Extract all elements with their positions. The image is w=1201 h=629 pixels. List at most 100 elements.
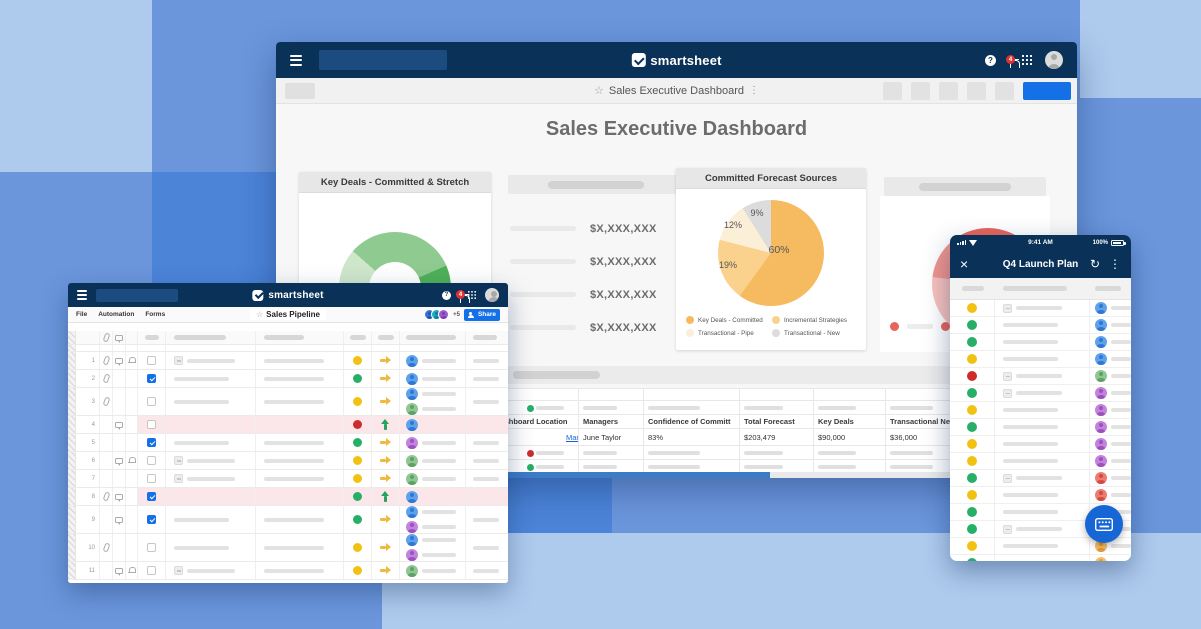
grid-row[interactable]: 3 [68, 388, 508, 416]
toolbar-action-button[interactable] [967, 81, 986, 100]
expand-icon [174, 474, 183, 483]
phone-grid-row[interactable] [950, 538, 1131, 555]
attachment-icon[interactable] [102, 396, 110, 407]
checkbox[interactable] [147, 543, 156, 552]
row-drag-handle[interactable] [68, 506, 76, 533]
phone-grid-row[interactable] [950, 555, 1131, 561]
toolbar-action-button[interactable] [995, 81, 1014, 100]
menu-file[interactable]: File [76, 311, 88, 318]
account-avatar[interactable] [1045, 51, 1063, 69]
column-header[interactable]: Dashboard Location [490, 414, 579, 429]
search-input[interactable] [96, 288, 178, 302]
pie-slice-label: 9% [750, 208, 764, 218]
favorite-star-icon[interactable]: ☆ [593, 85, 604, 97]
comment-icon[interactable] [115, 357, 123, 366]
menu-forms[interactable]: Forms [145, 311, 166, 318]
grid-row[interactable]: 1 [68, 352, 508, 370]
row-drag-handle[interactable] [68, 352, 76, 369]
checkbox[interactable] [147, 515, 156, 524]
checkbox[interactable] [147, 356, 156, 365]
phone-grid-row[interactable] [950, 317, 1131, 334]
toolbar-placeholder-button[interactable] [285, 82, 315, 99]
checkbox[interactable] [147, 492, 156, 501]
phone-grid-row[interactable] [950, 402, 1131, 419]
legend-dot [772, 316, 780, 324]
phone-grid-row[interactable] [950, 487, 1131, 504]
help-icon[interactable]: ? [442, 290, 451, 300]
kebab-menu-icon[interactable]: ⋮ [1109, 257, 1121, 271]
favorite-star-icon[interactable]: ☆ [256, 310, 264, 319]
dashboard-location-link[interactable]: Manager Dashboard [566, 432, 578, 442]
kebab-menu-icon[interactable]: ⋮ [749, 85, 760, 96]
grid-row[interactable]: 11 [68, 562, 508, 580]
grid-row[interactable]: 8 [68, 488, 508, 506]
grid-row[interactable]: 5 [68, 434, 508, 452]
attachment-icon[interactable] [102, 355, 110, 366]
grid-row[interactable]: 4 [68, 416, 508, 434]
row-drag-handle[interactable] [68, 452, 76, 469]
grid-row[interactable]: 2 [68, 370, 508, 388]
comment-icon[interactable] [115, 516, 123, 525]
phone-grid-row[interactable] [950, 334, 1131, 351]
attachment-icon[interactable] [102, 542, 110, 553]
phone-grid-row[interactable] [950, 470, 1131, 487]
primary-action-button[interactable] [1023, 81, 1071, 100]
comment-icon[interactable] [115, 567, 123, 576]
column-header[interactable]: Total Forecast [739, 414, 814, 429]
row-drag-handle[interactable] [68, 416, 76, 433]
collaborator-avatars[interactable] [424, 309, 450, 320]
row-drag-handle[interactable] [68, 388, 76, 415]
phone-grid-row[interactable] [950, 368, 1131, 385]
row-drag-handle[interactable] [68, 370, 76, 387]
checkbox[interactable] [147, 420, 156, 429]
toolbar-action-button[interactable] [911, 81, 930, 100]
comment-icon[interactable] [115, 421, 123, 430]
grid-row[interactable]: 6 [68, 452, 508, 470]
hamburger-menu-icon[interactable] [77, 289, 87, 301]
phone-grid-row[interactable] [950, 351, 1131, 368]
toolbar-action-button[interactable] [939, 81, 958, 100]
status-ball-yellow [353, 543, 362, 552]
attachment-icon[interactable] [102, 373, 110, 384]
comment-icon[interactable] [115, 457, 123, 466]
grid-row[interactable]: 7 [68, 470, 508, 488]
share-button[interactable]: Share [464, 308, 500, 321]
row-drag-handle[interactable] [68, 562, 76, 579]
checkbox[interactable] [147, 566, 156, 575]
account-avatar[interactable] [485, 288, 499, 302]
row-drag-handle[interactable] [68, 470, 76, 487]
help-icon[interactable]: ? [985, 54, 996, 66]
checkbox[interactable] [147, 397, 156, 406]
keyboard-fab-button[interactable] [1085, 505, 1123, 543]
checkbox[interactable] [147, 456, 156, 465]
grid-row[interactable]: 9 [68, 506, 508, 534]
phone-grid-row[interactable] [950, 436, 1131, 453]
attachment-icon[interactable] [102, 491, 110, 502]
checkbox[interactable] [147, 474, 156, 483]
row-drag-handle[interactable] [68, 534, 76, 561]
comment-icon[interactable] [115, 493, 123, 502]
row-drag-handle[interactable] [68, 434, 76, 451]
phone-nav-bar: × Q4 Launch Plan ↻ ⋮ [950, 250, 1131, 278]
menu-automation[interactable]: Automation [98, 311, 135, 318]
phone-grid-row[interactable] [950, 453, 1131, 470]
apps-grid-icon[interactable] [468, 291, 476, 299]
phone-grid-row[interactable] [950, 385, 1131, 402]
checkbox[interactable] [147, 438, 156, 447]
phone-grid-row[interactable] [950, 419, 1131, 436]
close-icon[interactable]: × [960, 256, 969, 272]
checkbox[interactable] [147, 374, 156, 383]
column-header[interactable]: Managers [578, 414, 644, 429]
column-header[interactable]: Key Deals [813, 414, 886, 429]
refresh-icon[interactable]: ↻ [1089, 257, 1100, 271]
toolbar-action-button[interactable] [883, 81, 902, 100]
scrollbar-thumb[interactable] [276, 472, 770, 478]
grid-row[interactable]: 10 [68, 534, 508, 562]
row-drag-handle[interactable] [68, 488, 76, 505]
hamburger-menu-icon[interactable] [290, 54, 302, 66]
search-input[interactable] [319, 50, 447, 70]
phone-grid-row[interactable] [950, 300, 1131, 317]
collaborator-avatar[interactable] [438, 309, 450, 320]
apps-grid-icon[interactable] [1022, 55, 1032, 65]
column-header[interactable]: Confidence of Committ [643, 414, 740, 429]
